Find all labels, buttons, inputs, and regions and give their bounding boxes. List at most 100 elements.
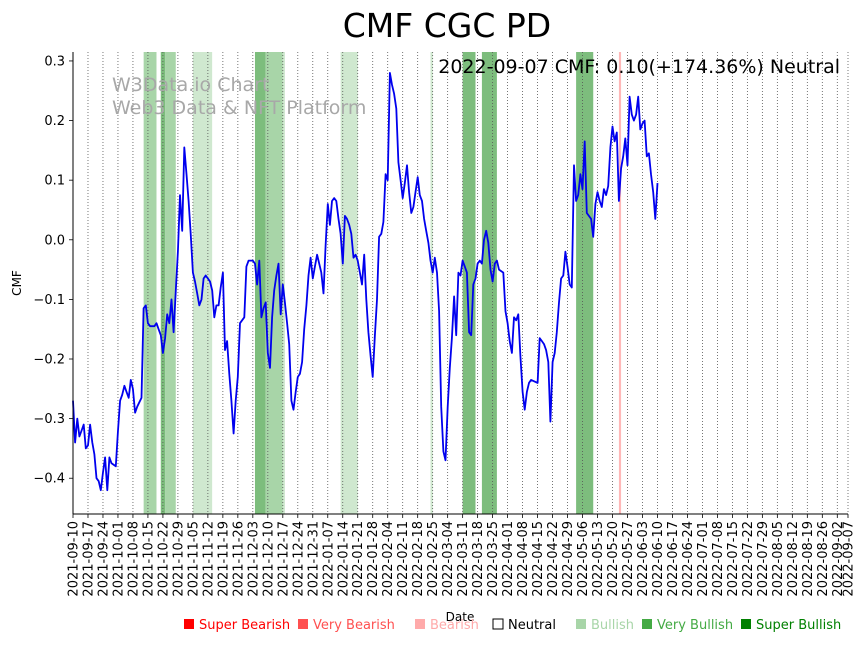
x-tick-label: 2022-02-11 (396, 521, 411, 597)
legend-swatch-4 (576, 619, 586, 629)
cmf-series (72, 72, 659, 492)
x-tick-label: 2022-05-13 (591, 521, 606, 597)
band-bullish_light-8 (430, 52, 433, 514)
x-tick-label: 2021-12-17 (276, 521, 291, 597)
legend-swatch-6 (741, 619, 751, 629)
legend-swatch-2 (415, 619, 425, 629)
x-tick-label: 2022-07-29 (756, 521, 771, 597)
x-tick-label: 2021-11-26 (231, 521, 246, 597)
band-bullish-0 (143, 52, 157, 514)
legend-swatch-0 (184, 619, 194, 629)
x-tick-label: 2022-09-02 (831, 521, 846, 597)
watermark-line-2: Web3 Data & NFT Platform (112, 97, 366, 119)
band-bearish-12 (618, 52, 622, 514)
x-axis-ticks: 2021-09-10 2021-09-17 2021-09-24 2021-10-01… (67, 514, 857, 597)
y-tick-label: 0.0 (44, 233, 65, 248)
legend-label-6: Super Bullish (756, 618, 841, 633)
x-tick-label: 2021-11-05 (186, 521, 201, 597)
cmf-line (72, 72, 659, 492)
x-tick-label: 2022-03-11 (456, 521, 471, 597)
x-tick-label: 2021-12-10 (261, 521, 276, 597)
band-bullish_light-6 (282, 52, 285, 514)
x-tick-label: 2021-12-24 (291, 521, 306, 597)
x-tick-label: 2022-03-18 (471, 521, 486, 597)
latest-value-annotation: 2022-09-07 CMF: 0.10(+174.36%) Neutral (438, 56, 840, 78)
x-tick-label: 2022-07-08 (711, 521, 726, 597)
x-tick-label: 2021-10-22 (156, 521, 171, 597)
x-tick-label: 2022-08-19 (801, 521, 816, 597)
x-tick-label: 2022-04-01 (501, 521, 516, 597)
x-tick-label: 2022-06-24 (681, 521, 696, 597)
x-axis-title: Date (446, 610, 475, 624)
x-tick-label: 2021-11-19 (216, 521, 231, 597)
x-tick-label: 2021-10-01 (111, 521, 126, 597)
x-tick-label: 2022-02-25 (426, 521, 441, 597)
x-tick-label: 2022-07-01 (696, 521, 711, 597)
y-tick-label: 0.2 (44, 114, 65, 129)
legend-swatch-3 (492, 618, 504, 630)
legend-label-2: Bearish (430, 618, 479, 633)
x-tick-label: 2022-05-20 (606, 521, 621, 597)
x-tick-label: 2022-06-03 (636, 521, 651, 597)
band-bullish-2 (165, 52, 176, 514)
x-tick-label: 2022-03-25 (486, 521, 501, 597)
signal-bands (143, 52, 622, 514)
legend-label-0: Super Bearish (199, 618, 290, 633)
y-tick-label: −0.1 (33, 293, 65, 308)
axes (72, 52, 848, 515)
y-tick-label: 0.3 (44, 54, 65, 69)
x-tick-label: 2022-05-06 (576, 521, 591, 597)
x-tick-label: 2022-04-29 (561, 521, 576, 597)
x-tick-label: 2021-10-08 (126, 521, 141, 597)
x-tick-label: 2022-05-27 (621, 521, 636, 597)
legend-swatch-1 (298, 619, 308, 629)
band-very_bullish-9 (462, 52, 476, 514)
x-tick-label: 2022-08-05 (771, 521, 786, 597)
x-tick-label: 2022-01-28 (366, 521, 381, 597)
y-tick-label: 0.1 (44, 174, 65, 189)
x-tick-label: 2021-09-24 (96, 521, 111, 597)
y-axis-ticks: −0.4 −0.3 −0.2 −0.1 0.0 0.1 0.2 0.3 (33, 54, 73, 487)
band-very_bullish-10 (481, 52, 497, 514)
legend: Super Bearish Very Bearish Bearish Neutral B… (184, 618, 841, 633)
watermark: W3Data.io Chart Web3 Data & NFT Platform (112, 74, 366, 119)
y-tick-label: −0.4 (33, 472, 65, 487)
watermark-line-1: W3Data.io Chart (112, 74, 269, 96)
x-tick-label: 2022-07-15 (726, 521, 741, 597)
x-tick-label: 2022-08-12 (786, 521, 801, 597)
legend-swatch-5 (642, 619, 652, 629)
x-tick-label: 2022-03-04 (441, 521, 456, 597)
x-tick-label: 2022-07-22 (741, 521, 756, 597)
x-tick-label: 2022-04-15 (531, 521, 546, 597)
chart-title: CMF CGC PD (343, 6, 551, 45)
x-tick-label: 2021-12-03 (246, 521, 261, 597)
x-tick-label: 2021-09-10 (67, 521, 82, 597)
x-tick-label: 2022-09-07 (842, 521, 857, 597)
x-tick-label: 2022-01-14 (336, 521, 351, 597)
y-tick-label: −0.2 (33, 353, 65, 368)
band-very_bullish-11 (576, 52, 594, 514)
x-tick-label: 2022-06-17 (666, 521, 681, 597)
x-tick-label: 2022-01-07 (321, 521, 336, 597)
legend-label-1: Very Bearish (313, 618, 395, 633)
x-tick-label: 2021-12-31 (306, 521, 321, 597)
x-tick-label: 2022-02-04 (381, 521, 396, 597)
x-tick-label: 2022-04-22 (546, 521, 561, 597)
legend-label-5: Very Bullish (657, 618, 733, 633)
band-bullish_light-7 (340, 52, 358, 514)
band-bullish-5 (265, 52, 283, 514)
y-axis-title: CMF (10, 270, 24, 296)
x-tick-label: 2021-09-17 (81, 521, 96, 597)
x-tick-label: 2021-11-12 (201, 521, 216, 597)
x-tick-label: 2021-10-15 (141, 521, 156, 597)
legend-label-3: Neutral (508, 618, 556, 633)
x-tick-label: 2022-08-26 (816, 521, 831, 597)
legend-label-4: Bullish (591, 618, 634, 633)
x-tick-label: 2022-04-08 (516, 521, 531, 597)
x-tick-label: 2021-10-29 (171, 521, 186, 597)
x-tick-label: 2022-06-10 (651, 521, 666, 597)
vertical-grid (72, 52, 849, 514)
y-tick-label: −0.3 (33, 412, 65, 427)
x-tick-label: 2022-01-21 (351, 521, 366, 597)
x-tick-label: 2022-02-18 (411, 521, 426, 597)
